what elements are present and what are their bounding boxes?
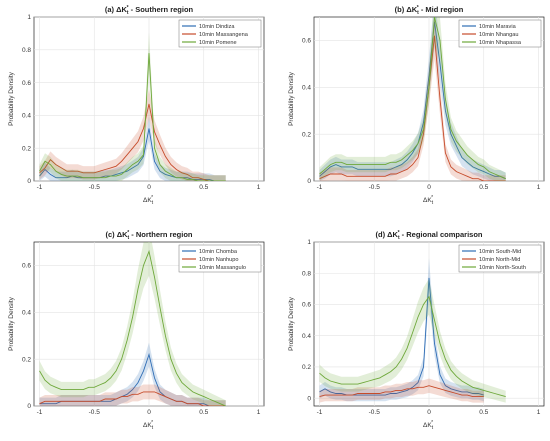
y-tick-label: 0.2 [22, 145, 31, 152]
x-axis-label: ΔKt* [143, 195, 154, 206]
y-tick-label: 0.2 [22, 356, 31, 363]
legend-label-0: 10min South-Mid [479, 249, 521, 255]
x-tick-label: 0 [427, 184, 431, 191]
series-band-2 [39, 242, 226, 406]
x-tick-label: -1 [317, 184, 323, 191]
series-line-2 [39, 53, 226, 181]
y-tick-label: 0.8 [22, 47, 31, 54]
y-tick-label: 0 [307, 395, 311, 402]
y-tick-label: 0.8 [302, 270, 311, 277]
y-axis-label: Probability Density [288, 296, 295, 351]
x-axis-label: ΔKt* [423, 420, 434, 431]
chart-title: (a) ΔKt* - Southern region [105, 5, 194, 16]
y-axis-label: Probability Density [8, 296, 15, 351]
y-axis-label: Probability Density [288, 71, 295, 126]
series-line-0 [319, 21, 506, 180]
y-tick-label: 0.6 [22, 80, 31, 87]
x-tick-label: -1 [317, 409, 323, 416]
series-line-2 [319, 295, 506, 398]
panel-regional-comparison: -1 -0.5 0 0.5 1 0 0.2 0.4 0.6 0.8 1 (d) ΔKt* - Regi… [288, 230, 545, 431]
plot-area [319, 257, 506, 403]
panel-southern-region: -1 -0.5 0 0.5 1 0 0.2 0.4 0.6 0.8 1 (a) ΔKt* - Sout… [8, 5, 265, 206]
series-line-2 [39, 249, 226, 406]
legend-label-1: 10min North-Mid [479, 257, 520, 263]
y-tick-label: 0.2 [302, 131, 311, 138]
series-line-1 [39, 391, 226, 406]
legend-label-1: 10min Nanhupo [199, 257, 239, 263]
chart-title: (c) ΔKt* - Northern region [105, 230, 192, 241]
legend-label-2: 10min North-South [479, 265, 526, 271]
x-tick-label: 1 [537, 409, 541, 416]
plot-area [39, 32, 226, 181]
y-tick-label: 0.4 [302, 333, 311, 340]
x-tick-label: 0.5 [479, 184, 488, 191]
y-axis-label: Probability Density [8, 71, 15, 126]
series-line-1 [39, 103, 226, 181]
legend-label-0: 10min Maravia [479, 24, 517, 30]
series-band-0 [319, 257, 484, 402]
y-tick-label: 1 [307, 239, 311, 246]
x-axis-label: ΔKt* [423, 195, 434, 206]
x-tick-label: -1 [37, 184, 43, 191]
x-tick-label: -0.5 [89, 184, 101, 191]
y-tick-label: 1 [27, 14, 31, 21]
x-tick-label: 0 [147, 184, 151, 191]
legend-label-1: 10min Massangena [199, 32, 249, 38]
series-band-0 [39, 342, 226, 406]
x-tick-label: -0.5 [369, 409, 381, 416]
x-tick-label: 0 [427, 409, 431, 416]
series-band-2 [319, 17, 506, 181]
x-tick-label: -1 [37, 409, 43, 416]
plot-area [39, 242, 226, 406]
y-tick-label: 0.6 [302, 38, 311, 45]
legend-label-2: 10min Pomene [199, 40, 237, 46]
plot-area [319, 17, 506, 181]
series-line-2 [319, 17, 506, 180]
x-tick-label: -0.5 [89, 409, 101, 416]
panel-northern-region: -1 -0.5 0 0.5 1 0 0.2 0.4 0.6 (c) ΔKt* - Northern… [8, 230, 265, 431]
y-tick-label: 0 [27, 403, 31, 410]
series-band-2 [319, 278, 506, 403]
y-tick-label: 0 [27, 178, 31, 185]
x-axis-label: ΔKt* [143, 420, 154, 431]
series-band-2 [39, 32, 226, 181]
y-tick-label: 0.4 [22, 113, 31, 120]
legend-label-2: 10min Massangulo [199, 265, 246, 271]
series-band-1 [39, 88, 226, 181]
series-line-1 [319, 385, 484, 398]
x-tick-label: 1 [257, 184, 261, 191]
legend-label-2: 10min Nhapassa [479, 40, 522, 46]
y-tick-label: 0.2 [302, 364, 311, 371]
x-tick-label: 1 [537, 184, 541, 191]
x-tick-label: 0.5 [199, 409, 208, 416]
y-tick-label: 0.6 [22, 263, 31, 270]
y-tick-label: 0.4 [302, 84, 311, 91]
series-line-0 [39, 128, 226, 181]
x-tick-label: 0.5 [479, 409, 488, 416]
x-tick-label: 0 [147, 409, 151, 416]
x-tick-label: 1 [257, 409, 261, 416]
series-band-0 [319, 17, 506, 181]
y-tick-label: 0.4 [22, 309, 31, 316]
legend-label-0: 10min Dindiza [199, 24, 235, 30]
x-tick-label: 0.5 [199, 184, 208, 191]
legend-label-0: 10min Chomba [199, 249, 238, 255]
x-tick-label: -0.5 [369, 184, 381, 191]
chart-title: (d) ΔKt* - Regional comparison [375, 230, 482, 241]
legend-label-1: 10min Nhangau [479, 32, 519, 38]
chart-title: (b) ΔKt* - Mid region [395, 5, 464, 16]
panel-mid-region: -1 -0.5 0 0.5 1 0 0.2 0.4 0.6 (b) ΔKt* - Mid regi… [288, 5, 545, 206]
y-tick-label: 0 [307, 178, 311, 185]
series-line-1 [319, 35, 506, 181]
series-band-1 [39, 384, 226, 406]
y-tick-label: 0.6 [302, 302, 311, 309]
